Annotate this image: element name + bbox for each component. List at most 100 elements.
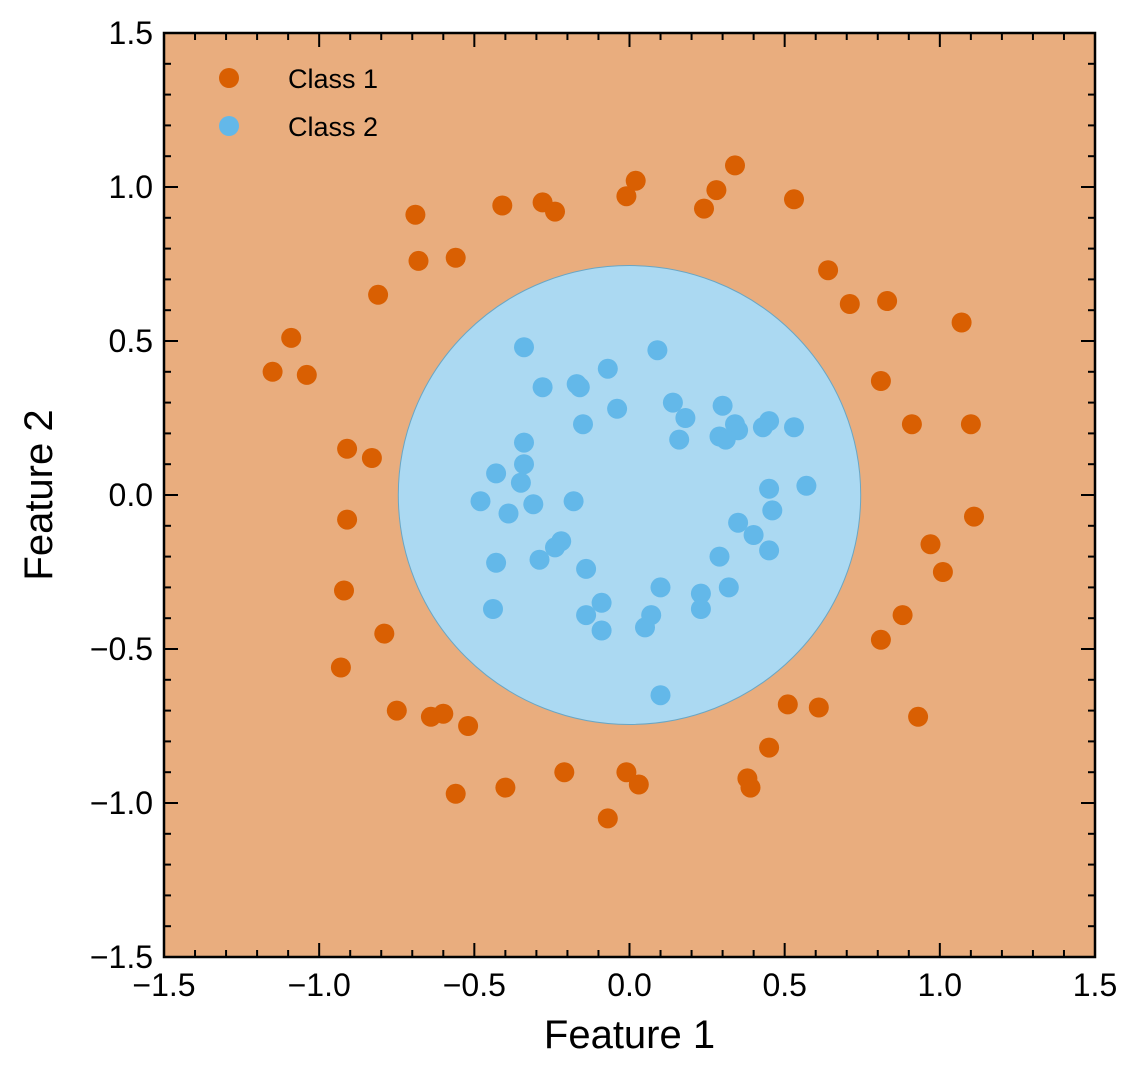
data-point	[690, 599, 711, 619]
data-point	[625, 170, 646, 191]
data-point	[492, 195, 513, 216]
data-point	[445, 247, 466, 268]
data-point	[523, 494, 544, 515]
data-point	[964, 506, 984, 527]
data-point	[796, 475, 817, 496]
data-point	[908, 706, 929, 727]
data-point	[784, 417, 804, 438]
x-tick-labels: −1.5 −1.0 −0.5 0.0 0.5 1.0 1.5	[132, 967, 1117, 1003]
data-point	[495, 777, 516, 798]
data-point	[870, 371, 891, 391]
data-point	[932, 562, 953, 582]
x-tick-label: 1.0	[918, 967, 962, 1003]
data-point	[870, 629, 891, 650]
data-point	[591, 620, 612, 641]
data-point	[662, 392, 683, 413]
data-point	[296, 364, 317, 385]
data-point	[675, 408, 696, 428]
data-point	[759, 478, 780, 499]
data-point	[628, 774, 649, 795]
data-point	[281, 327, 302, 348]
x-tick-label: 1.5	[1073, 967, 1117, 1003]
legend: Class 1 Class 2	[219, 64, 378, 142]
data-point	[725, 155, 745, 176]
data-point	[334, 580, 354, 601]
data-point	[498, 503, 519, 524]
data-point	[669, 429, 690, 450]
data-point	[563, 491, 584, 512]
data-point	[616, 186, 637, 207]
data-point	[728, 512, 749, 533]
data-point	[514, 337, 534, 358]
data-point	[650, 685, 671, 706]
data-point	[514, 432, 534, 453]
x-tick-label: 0.5	[762, 967, 806, 1003]
data-point	[960, 414, 981, 435]
data-point	[920, 534, 941, 555]
y-tick-label: 1.0	[109, 169, 153, 205]
data-point	[647, 340, 668, 361]
y-tick-label: 0.0	[109, 477, 153, 513]
data-point	[368, 284, 389, 305]
y-tick-label: −1.5	[90, 939, 153, 975]
data-point	[616, 762, 637, 783]
data-point	[784, 189, 804, 210]
x-tick-label: −1.5	[132, 967, 195, 1003]
data-point	[573, 414, 593, 435]
data-point	[777, 694, 798, 715]
x-tick-label: −1.0	[288, 967, 351, 1003]
data-point	[483, 599, 503, 619]
data-point	[743, 525, 764, 545]
data-point	[892, 605, 913, 626]
data-point	[951, 312, 972, 333]
y-tick-label: 1.5	[109, 15, 153, 51]
data-point	[818, 260, 839, 281]
data-point	[486, 463, 507, 484]
data-point	[486, 552, 507, 573]
y-axis-label: Feature 2	[17, 409, 61, 580]
data-point	[374, 623, 395, 644]
data-point	[650, 577, 671, 598]
data-point	[405, 204, 426, 225]
data-point	[839, 294, 860, 314]
data-point	[808, 697, 829, 718]
data-point	[740, 777, 761, 798]
data-points	[262, 155, 984, 829]
data-point	[597, 808, 618, 829]
legend-marker-class-2	[219, 116, 239, 136]
x-axis-label: Feature 1	[544, 1013, 715, 1057]
data-point	[706, 180, 727, 201]
legend-label-class-2: Class 2	[288, 112, 378, 142]
data-point	[752, 417, 773, 438]
data-point	[554, 762, 575, 783]
data-point	[433, 703, 454, 724]
series-class-2	[470, 337, 817, 706]
data-point	[901, 414, 922, 435]
data-point	[591, 592, 612, 613]
data-point	[545, 201, 565, 222]
data-point	[529, 549, 550, 570]
data-point	[690, 583, 711, 604]
x-tick-label: 0.0	[607, 967, 651, 1003]
decision-region-class-2	[397, 265, 862, 725]
data-point	[510, 472, 531, 493]
data-point	[337, 438, 358, 459]
x-tick-label: −0.5	[443, 967, 506, 1003]
data-point	[262, 361, 283, 382]
data-point	[715, 429, 736, 450]
data-point	[576, 558, 597, 579]
data-point	[514, 454, 534, 475]
data-point	[607, 398, 628, 419]
data-point	[709, 546, 730, 567]
data-point	[545, 537, 565, 558]
data-point	[337, 509, 358, 530]
data-point	[759, 737, 780, 758]
legend-marker-class-1	[219, 68, 239, 88]
data-point	[408, 250, 429, 271]
data-point	[330, 657, 351, 678]
y-tick-label: 0.5	[109, 323, 153, 359]
data-point	[445, 783, 466, 804]
data-point	[361, 448, 382, 468]
plot-frame	[162, 31, 1097, 959]
